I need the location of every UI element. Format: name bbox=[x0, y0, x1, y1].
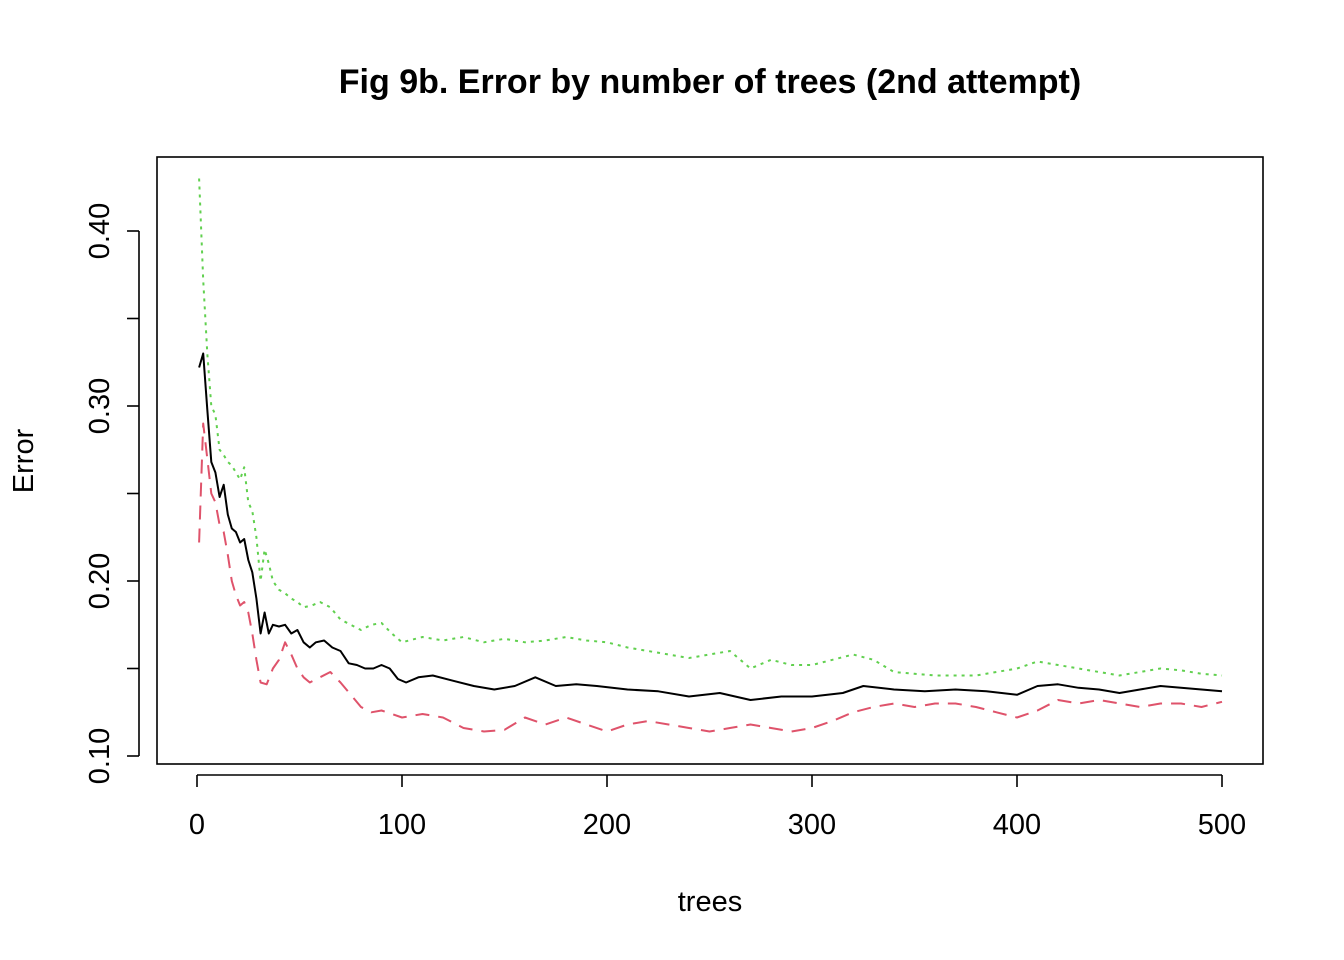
x-axis: 0 100 200 300 400 500 bbox=[189, 774, 1246, 841]
x-tick-label: 100 bbox=[378, 809, 426, 841]
series-line-1 bbox=[198, 352, 1223, 701]
y-tick-label: 0.20 bbox=[84, 553, 116, 609]
y-axis: 0.10 0.20 0.30 0.40 bbox=[84, 203, 140, 784]
y-tick-label: 0.30 bbox=[84, 378, 116, 434]
series-line-2 bbox=[198, 422, 1223, 733]
x-tick-label: 200 bbox=[583, 809, 631, 841]
y-axis-label: Error bbox=[8, 428, 40, 493]
x-tick-label: 300 bbox=[788, 809, 836, 841]
y-tick-label: 0.10 bbox=[84, 728, 116, 784]
x-tick-label: 500 bbox=[1198, 809, 1246, 841]
y-tick-label: 0.40 bbox=[84, 203, 116, 259]
x-axis-label: trees bbox=[678, 886, 742, 918]
chart-title: Fig 9b. Error by number of trees (2nd at… bbox=[339, 63, 1081, 101]
x-tick-label: 0 bbox=[189, 809, 205, 841]
x-tick-label: 400 bbox=[993, 809, 1041, 841]
series-layer bbox=[198, 178, 1223, 733]
series-line-3 bbox=[198, 178, 1223, 677]
plot-frame bbox=[156, 156, 1264, 765]
